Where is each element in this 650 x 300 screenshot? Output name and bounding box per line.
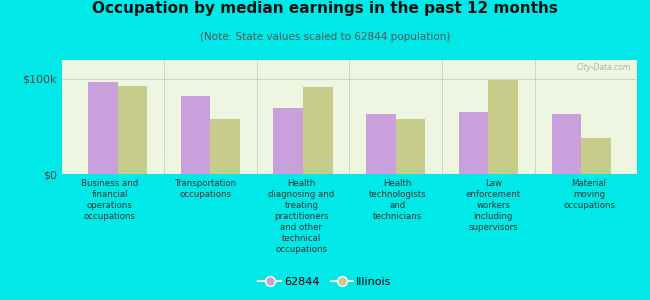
- Bar: [88, 82, 118, 174]
- Text: City-Data.com: City-Data.com: [577, 63, 631, 72]
- Text: (Note: State values scaled to 62844 population): (Note: State values scaled to 62844 popu…: [200, 32, 450, 41]
- Text: Business and
financial
operations
occupations: Business and financial operations occupa…: [81, 178, 138, 221]
- Text: Health
technologists
and
technicians: Health technologists and technicians: [369, 178, 426, 221]
- Text: Occupation by median earnings in the past 12 months: Occupation by median earnings in the pas…: [92, 2, 558, 16]
- Text: Health
diagnosing and
treating
practitioners
and other
technical
occupations: Health diagnosing and treating practitio…: [268, 178, 335, 254]
- Bar: [211, 119, 240, 174]
- Bar: [488, 80, 518, 174]
- Legend: 62844, Illinois: 62844, Illinois: [254, 273, 396, 291]
- Bar: [366, 114, 396, 174]
- Text: Material
moving
occupations: Material moving occupations: [563, 178, 615, 210]
- Text: Law
enforcement
workers
including
supervisors: Law enforcement workers including superv…: [465, 178, 521, 232]
- Text: Transportation
occupations: Transportation occupations: [174, 178, 237, 199]
- Bar: [581, 138, 611, 174]
- Bar: [118, 86, 148, 174]
- Bar: [274, 107, 303, 174]
- Bar: [396, 119, 425, 174]
- Bar: [459, 112, 488, 174]
- Bar: [303, 87, 333, 174]
- Bar: [551, 114, 581, 174]
- Bar: [181, 96, 211, 174]
